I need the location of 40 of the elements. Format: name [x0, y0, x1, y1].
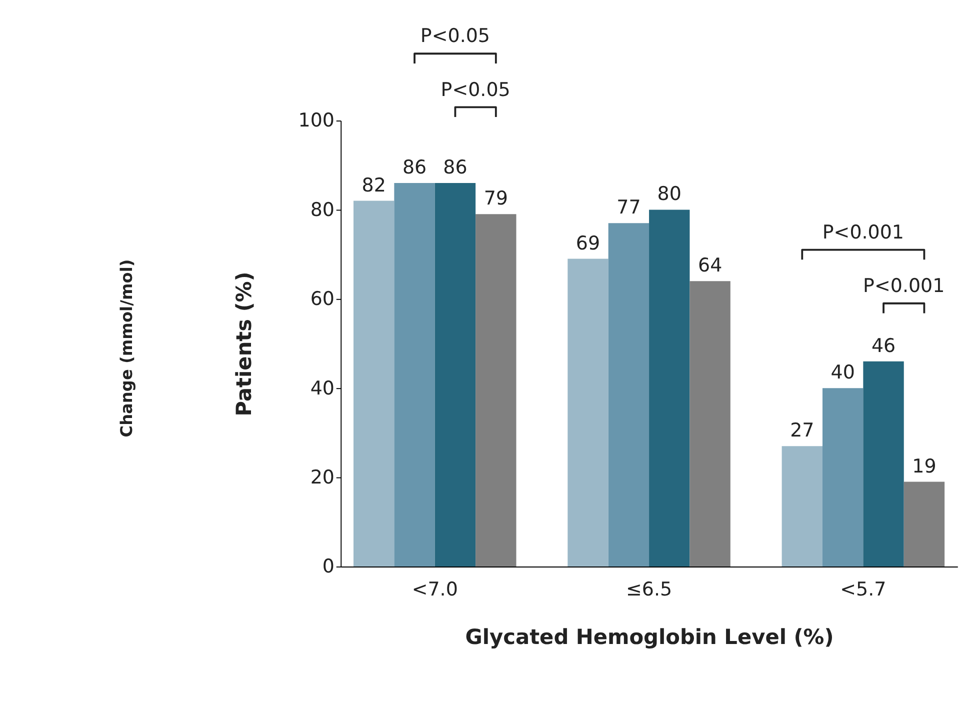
bar: [434, 182, 476, 566]
data-label: 86: [402, 156, 427, 178]
text: P<0.05: [420, 25, 490, 48]
annotation: P<0.001: [863, 274, 945, 297]
bar: [608, 223, 650, 566]
data-label: 40: [830, 362, 855, 384]
bar: [649, 210, 690, 566]
bar: [476, 214, 516, 566]
data-label: 19: [912, 455, 936, 478]
bar: [568, 258, 608, 566]
data-label: 79: [484, 188, 508, 210]
y-tick-label: 20: [310, 466, 334, 488]
bar: [353, 200, 394, 566]
data-label: 27: [790, 420, 814, 442]
data-label: 46: [871, 334, 896, 357]
y-tick-label: 100: [298, 110, 334, 132]
x-tick-label: <5.7: [840, 578, 886, 600]
y-tick-label: 0: [322, 556, 334, 578]
y-tick-label: 60: [310, 288, 334, 310]
bar: [822, 388, 864, 566]
y-axis-title: Patients (%): [232, 272, 256, 416]
text: P<0.05: [440, 78, 510, 101]
data-label: 80: [657, 183, 682, 206]
bar: [904, 482, 945, 566]
data-label: 69: [576, 232, 600, 254]
bar: [394, 182, 435, 566]
annotation: P<0.001: [822, 221, 904, 244]
text: Change (mmol/mol): [116, 259, 136, 438]
x-tick-label: ≤6.5: [626, 578, 672, 600]
data-label: 64: [698, 254, 722, 277]
data-label: 77: [616, 196, 641, 219]
bar: [863, 361, 904, 566]
x-axis-title: Glycated Hemoglobin Level (%): [465, 624, 834, 649]
bar: [690, 281, 730, 566]
data-label: 86: [443, 156, 468, 178]
y-tick-label: 80: [310, 198, 334, 221]
bar: [782, 446, 822, 566]
x-tick-label: <7.0: [412, 578, 458, 600]
data-label: 82: [362, 174, 386, 196]
y-tick-label: 40: [310, 377, 334, 400]
